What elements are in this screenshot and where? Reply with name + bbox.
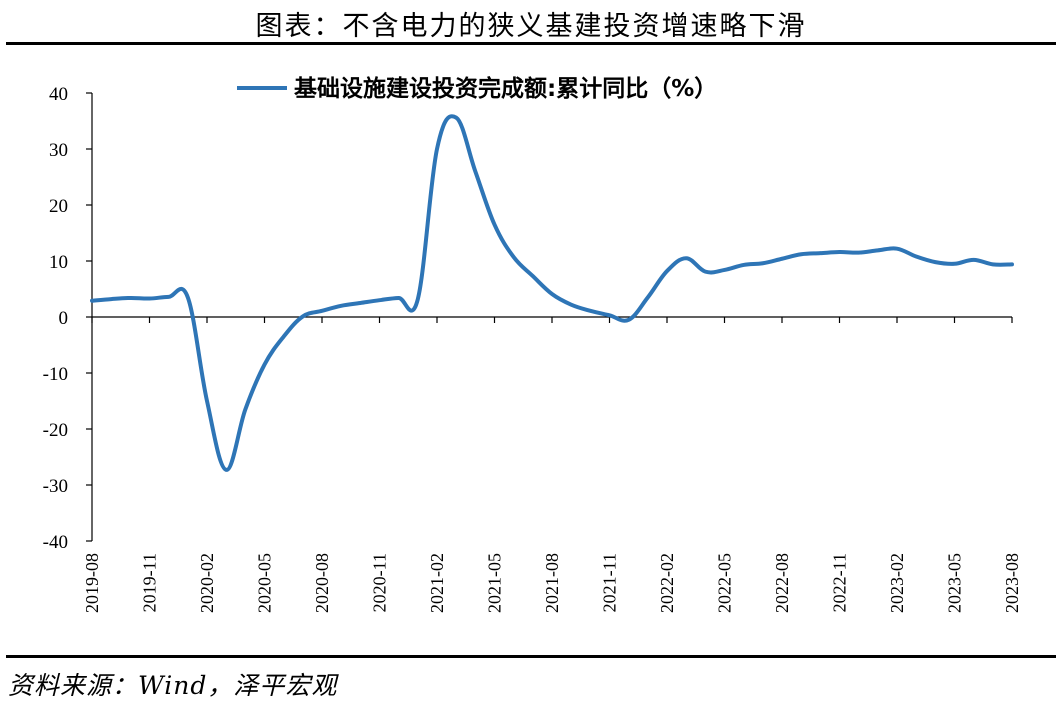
y-tick-label: 40 — [49, 84, 68, 105]
data-point — [320, 309, 324, 313]
data-point — [224, 468, 228, 472]
data-point — [876, 248, 880, 252]
top-rule — [6, 42, 1056, 45]
x-tick-label: 2022-02 — [657, 553, 677, 613]
x-tick-label: 2023-05 — [945, 553, 965, 613]
data-point — [435, 147, 439, 151]
x-tick-label: 2019-08 — [82, 553, 102, 613]
legend: 基础设施建设投资完成额:累计同比（%） — [237, 75, 717, 102]
legend-label: 基础设施建设投资完成额:累计同比（%） — [294, 75, 717, 102]
y-tick-label: -20 — [43, 420, 68, 441]
data-point — [914, 255, 918, 259]
series-line — [90, 114, 1014, 472]
x-tick-label: 2020-08 — [312, 553, 332, 613]
data-point — [723, 268, 727, 272]
data-point — [646, 295, 650, 299]
x-tick-label: 2021-02 — [427, 553, 447, 613]
data-point — [761, 261, 765, 265]
data-point — [167, 295, 171, 299]
data-point — [397, 296, 401, 300]
data-point — [684, 256, 688, 260]
data-point — [953, 262, 957, 266]
data-point — [186, 295, 190, 299]
data-point — [569, 303, 573, 307]
y-tick-label: 10 — [49, 252, 68, 273]
data-point — [205, 399, 209, 403]
data-point — [742, 263, 746, 267]
y-tick-label: 0 — [59, 308, 69, 329]
data-point — [550, 292, 554, 296]
data-point — [301, 314, 305, 318]
y-tick-label: -30 — [43, 476, 68, 497]
data-point — [148, 297, 152, 301]
data-point — [627, 318, 631, 322]
data-point — [838, 250, 842, 254]
axes: 40 30 20 10 0 -10 -20 -30 -40 2019-08 2019-11 2020-… — [43, 84, 1022, 613]
y-tick-label: 30 — [49, 140, 68, 161]
source-note: 资料来源：Wind，泽平宏观 — [8, 671, 338, 700]
series-group — [90, 114, 1014, 472]
data-point — [90, 299, 94, 303]
chart-title: 图表：不含电力的狭义基建投资增速略下滑 — [255, 11, 807, 42]
bottom-rule — [6, 655, 1056, 658]
x-tick-label: 2019-11 — [140, 553, 160, 612]
x-tick-label: 2023-02 — [887, 553, 907, 613]
data-point — [933, 260, 937, 264]
data-point — [972, 258, 976, 262]
data-point — [378, 298, 382, 302]
x-tick-label: 2021-08 — [542, 553, 562, 613]
data-point — [1010, 262, 1014, 266]
data-point — [588, 309, 592, 313]
data-point — [608, 313, 612, 317]
data-point — [358, 301, 362, 305]
data-point — [473, 169, 477, 173]
data-point — [109, 297, 113, 301]
data-point — [531, 274, 535, 278]
data-point — [263, 363, 267, 367]
data-point — [665, 269, 669, 273]
data-point — [454, 116, 458, 120]
data-point — [416, 297, 420, 301]
x-tick-label: 2023-08 — [1002, 553, 1022, 613]
line-chart: 40 30 20 10 0 -10 -20 -30 -40 2019-08 2019-11 2020-… — [43, 75, 1022, 613]
x-tick-label: 2022-05 — [715, 553, 735, 613]
data-point — [895, 247, 899, 251]
data-point — [857, 251, 861, 255]
x-tick-label: 2020-11 — [370, 553, 390, 612]
data-point — [128, 296, 132, 300]
data-point — [339, 304, 343, 308]
x-tick-label: 2020-02 — [197, 553, 217, 613]
x-tick-label: 2021-05 — [485, 553, 505, 613]
y-tick-label: -40 — [43, 532, 68, 553]
x-tick-label: 2020-05 — [255, 553, 275, 613]
data-point — [493, 223, 497, 227]
data-point — [799, 252, 803, 256]
data-point — [282, 335, 286, 339]
y-tick-label: -10 — [43, 364, 68, 385]
data-point — [703, 270, 707, 274]
x-tick-label: 2022-08 — [772, 553, 792, 613]
data-point — [243, 407, 247, 411]
x-tick-label: 2021-11 — [600, 553, 620, 612]
y-tick-label: 20 — [49, 196, 68, 217]
x-tick-label: 2022-11 — [830, 553, 850, 612]
data-point — [512, 255, 516, 259]
data-point — [991, 262, 995, 266]
data-point — [780, 257, 784, 261]
data-point — [818, 251, 822, 255]
